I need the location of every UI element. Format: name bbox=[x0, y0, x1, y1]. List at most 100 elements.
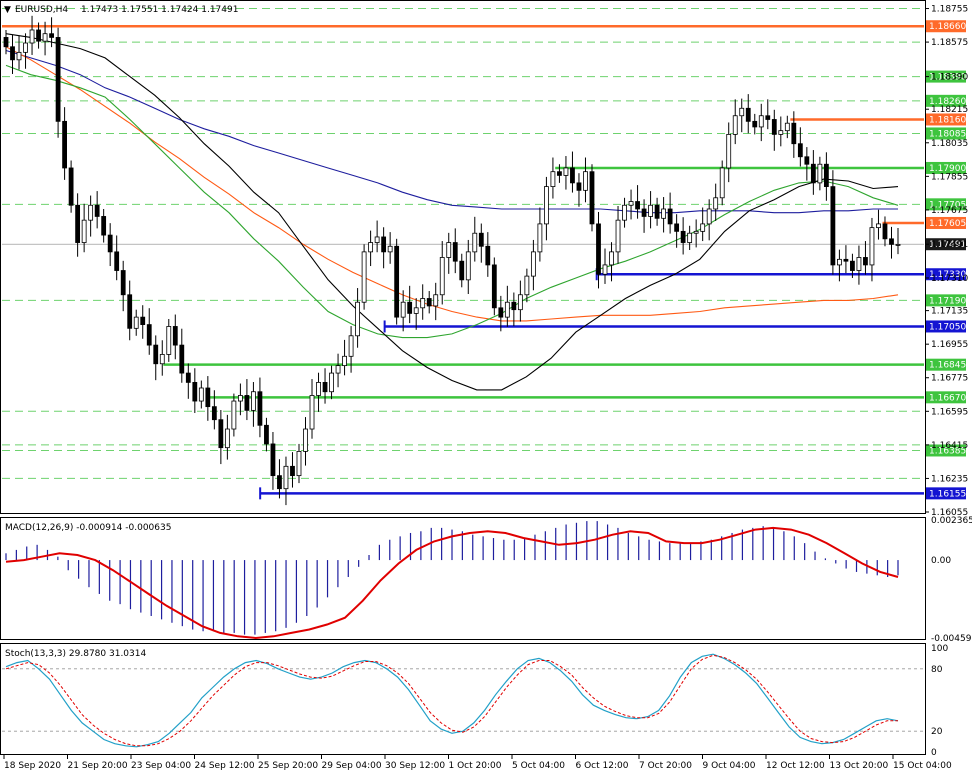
candle-body bbox=[374, 236, 380, 243]
candle-body bbox=[10, 46, 15, 61]
candle-body bbox=[563, 167, 569, 176]
candle-body bbox=[713, 197, 719, 210]
candle-body bbox=[211, 406, 217, 421]
candle-body bbox=[127, 294, 133, 329]
candle-body bbox=[42, 33, 48, 42]
stochastic-indicator: 100 80 20 0 bbox=[2, 644, 948, 758]
candle-body bbox=[49, 33, 54, 38]
candle-body bbox=[771, 119, 777, 135]
candle-body bbox=[622, 204, 627, 221]
candle-body bbox=[166, 326, 172, 355]
symbol-title: EURUSD,H4 bbox=[15, 5, 68, 15]
macd-label: MACD(12,26,9) -0.000914 -0.000635 bbox=[5, 523, 171, 533]
level-tag bbox=[926, 20, 966, 33]
ohlc-readout: 1.17473 1.17551 1.17424 1.17491 bbox=[81, 5, 238, 15]
macd-tick-label: 0.00 bbox=[931, 556, 951, 566]
candle-body bbox=[472, 232, 478, 253]
candle-body bbox=[348, 335, 354, 357]
price-tick-label: 1.18755 bbox=[931, 5, 968, 15]
candle-body bbox=[550, 171, 556, 188]
stoch-label: Stoch(13,3,3) 29.8780 31.0314 bbox=[5, 649, 146, 659]
macd-panel bbox=[0, 517, 926, 640]
time-tick-label: 29 Sep 04:00 bbox=[322, 761, 382, 771]
candle-body bbox=[381, 236, 387, 253]
level-tag bbox=[926, 216, 966, 229]
time-tick-label: 6 Oct 12:00 bbox=[576, 761, 629, 771]
candle-body bbox=[394, 245, 400, 318]
candle-body bbox=[335, 365, 341, 374]
candle-body bbox=[296, 450, 302, 477]
candle-body bbox=[485, 245, 491, 266]
level-tag-label: 1.17705 bbox=[929, 200, 966, 210]
candle-body bbox=[895, 244, 901, 246]
candle-body bbox=[309, 395, 315, 430]
level-tag bbox=[926, 268, 966, 281]
level-tag-label: 1.17050 bbox=[929, 322, 966, 332]
candle-body bbox=[446, 242, 452, 258]
level-tag bbox=[926, 198, 966, 211]
candle-body bbox=[159, 354, 165, 365]
candle-body bbox=[830, 186, 836, 266]
price-tick-label: 1.16595 bbox=[931, 407, 968, 417]
level-tag bbox=[926, 161, 966, 174]
ma-black-line bbox=[5, 33, 899, 391]
candle-body bbox=[251, 391, 256, 411]
candle-body bbox=[687, 232, 693, 243]
candle-body bbox=[478, 232, 484, 247]
stoch-signal-line bbox=[5, 654, 898, 747]
level-tag bbox=[926, 444, 966, 457]
candle-body bbox=[81, 219, 87, 243]
candle-body bbox=[146, 324, 152, 346]
level-tag bbox=[926, 320, 966, 333]
candle-body bbox=[426, 298, 432, 307]
candle-body bbox=[589, 171, 595, 225]
candle-body bbox=[192, 382, 198, 402]
candle-body bbox=[719, 167, 725, 199]
candle-body bbox=[700, 223, 706, 232]
level-tag-label: 1.17190 bbox=[929, 296, 966, 306]
time-tick-label: 5 Oct 04:00 bbox=[512, 761, 565, 771]
price-tick-label: 1.16775 bbox=[931, 374, 968, 384]
candle-body bbox=[641, 208, 647, 217]
candle-body bbox=[413, 307, 419, 314]
candle-body bbox=[778, 130, 784, 135]
ma-orange-line bbox=[5, 46, 899, 322]
candle-body bbox=[452, 242, 458, 262]
candle-body bbox=[791, 122, 797, 145]
candle-body bbox=[23, 42, 28, 53]
price-tick-label: 1.17310 bbox=[931, 274, 968, 284]
candle-body bbox=[465, 251, 471, 281]
candle-body bbox=[544, 186, 549, 225]
stoch-tick-label: 20 bbox=[931, 727, 943, 737]
candle-body bbox=[745, 107, 751, 122]
candle-body bbox=[615, 219, 621, 253]
level-tag-label: 1.16385 bbox=[929, 446, 966, 456]
price-tick-label: 1.18575 bbox=[931, 38, 968, 48]
candle-body bbox=[88, 204, 94, 221]
price-tick-label: 1.17491 bbox=[931, 240, 968, 250]
price-tick-label: 1.16415 bbox=[931, 441, 968, 451]
candle-body bbox=[706, 208, 712, 225]
candle-body bbox=[596, 223, 601, 275]
macd-tick-label: -0.004599 bbox=[931, 634, 972, 644]
candle-body bbox=[557, 171, 562, 176]
candle-body bbox=[3, 37, 9, 48]
candle-body bbox=[498, 307, 504, 318]
price-tick-label: 1.17855 bbox=[931, 172, 968, 182]
candle-body bbox=[224, 428, 230, 449]
candle-body bbox=[693, 230, 699, 234]
candle-body bbox=[797, 143, 803, 158]
candle-body bbox=[407, 301, 413, 314]
candle-body bbox=[29, 29, 35, 44]
candle-body bbox=[270, 443, 276, 477]
candle-body bbox=[459, 260, 465, 281]
candle-body bbox=[420, 298, 426, 309]
candle-body bbox=[765, 115, 771, 120]
candle-body bbox=[609, 251, 614, 266]
candle-body bbox=[153, 344, 159, 365]
price-tick-label: 1.16055 bbox=[931, 508, 968, 518]
grid-lines bbox=[2, 8, 924, 479]
candle-body bbox=[283, 465, 289, 490]
symbol-dropdown-icon[interactable]: ▼ bbox=[4, 5, 11, 15]
candle-body bbox=[758, 115, 764, 128]
